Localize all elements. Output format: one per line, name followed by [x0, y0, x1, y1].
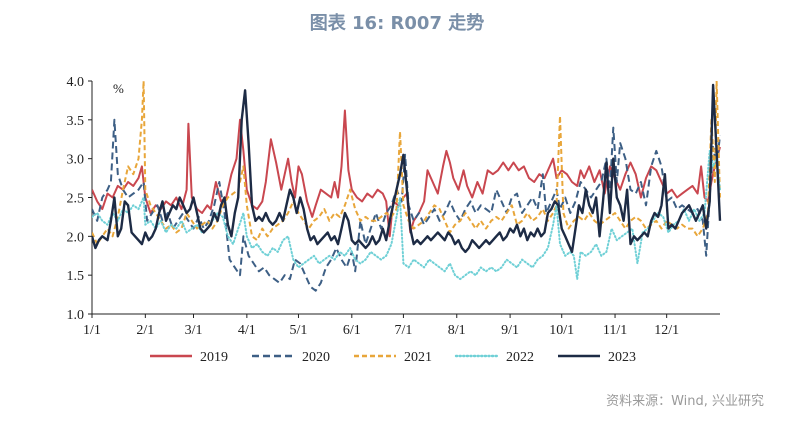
x-axis-ticks: 1/1 2/1 3/1 4/1 5/1 6/1 7/1 8/1 9/1 10/1 11/1 12/1: [83, 314, 679, 338]
x-tick-label: 6/1: [343, 323, 361, 338]
y-tick-label: 3.0: [67, 153, 85, 168]
x-tick-label: 5/1: [290, 323, 308, 338]
y-tick-label: 1.5: [67, 269, 85, 284]
y-tick-label: 1.0: [67, 308, 85, 323]
x-tick-label: 3/1: [185, 323, 203, 338]
x-tick-label: 10/1: [549, 323, 574, 338]
y-tick-label: 2.5: [67, 192, 85, 207]
y-tick-label: 3.5: [67, 114, 85, 129]
legend-label-2019: 2019: [200, 350, 228, 365]
series-line-2022: [92, 149, 721, 281]
source-note: 资料来源：Wind, 兴业研究: [606, 394, 764, 409]
y-unit-label: %: [113, 81, 124, 96]
x-tick-label: 4/1: [238, 323, 256, 338]
legend-label-2021: 2021: [404, 350, 432, 365]
y-tick-label: 4.0: [67, 75, 85, 90]
legend: 2019 2020 2021 2022 2023: [150, 350, 636, 365]
legend-label-2020: 2020: [302, 350, 330, 365]
y-axis-ticks: 1.0 1.5 2.0 2.5 3.0 3.5 4.0: [67, 75, 92, 323]
chart-title: 图表 16: R007 走势: [309, 13, 485, 34]
x-tick-label: 1/1: [83, 323, 101, 338]
x-tick-label: 11/1: [603, 323, 627, 338]
x-tick-label: 9/1: [501, 323, 519, 338]
legend-label-2022: 2022: [506, 350, 534, 365]
legend-label-2023: 2023: [608, 350, 636, 365]
y-tick-label: 2.0: [67, 230, 85, 245]
series-line-2023: [92, 83, 722, 254]
series-line-2021: [92, 80, 721, 246]
x-tick-label: 7/1: [394, 323, 412, 338]
x-tick-label: 2/1: [136, 323, 154, 338]
x-tick-label: 8/1: [448, 323, 466, 338]
series-lines: [92, 80, 722, 292]
x-tick-label: 12/1: [654, 323, 679, 338]
